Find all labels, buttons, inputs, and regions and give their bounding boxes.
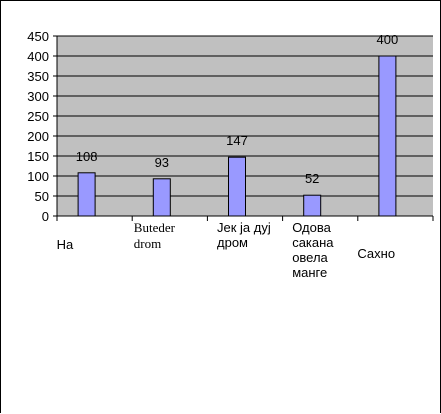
y-tick-label: 350	[27, 69, 49, 84]
bar	[303, 194, 322, 217]
bar	[378, 55, 397, 217]
category-label: Одова сакана овела манге	[292, 220, 334, 280]
data-labels: 108 93 147 52 400	[76, 32, 399, 186]
data-label: 108	[76, 149, 98, 164]
category-label: Сахно	[357, 246, 396, 261]
y-tick-label: 100	[27, 169, 49, 184]
y-tick-label: 450	[27, 29, 49, 44]
y-tick-label: 250	[27, 109, 49, 124]
bar	[228, 156, 246, 217]
y-tick-label: 50	[35, 189, 49, 204]
y-tick-label: 300	[27, 89, 49, 104]
bar	[152, 178, 171, 217]
y-tick-label: 400	[27, 49, 49, 64]
y-tick-label: 150	[27, 149, 49, 164]
y-tick-label: 200	[27, 129, 49, 144]
category-label: Јек ја дуј дром	[217, 220, 271, 250]
data-label: 400	[377, 32, 399, 47]
category-label: Buteder drom	[133, 220, 175, 251]
data-label: 52	[305, 171, 319, 186]
category-label: На	[56, 237, 74, 252]
data-label: 93	[155, 155, 169, 170]
bars	[77, 55, 397, 217]
y-tick-label: 0	[42, 209, 49, 224]
bar	[77, 172, 96, 217]
data-label: 147	[226, 133, 248, 148]
y-tick-labels: 0 50 100 150 200 250 300 350 400 450	[27, 29, 49, 224]
x-ticks	[56, 216, 434, 221]
